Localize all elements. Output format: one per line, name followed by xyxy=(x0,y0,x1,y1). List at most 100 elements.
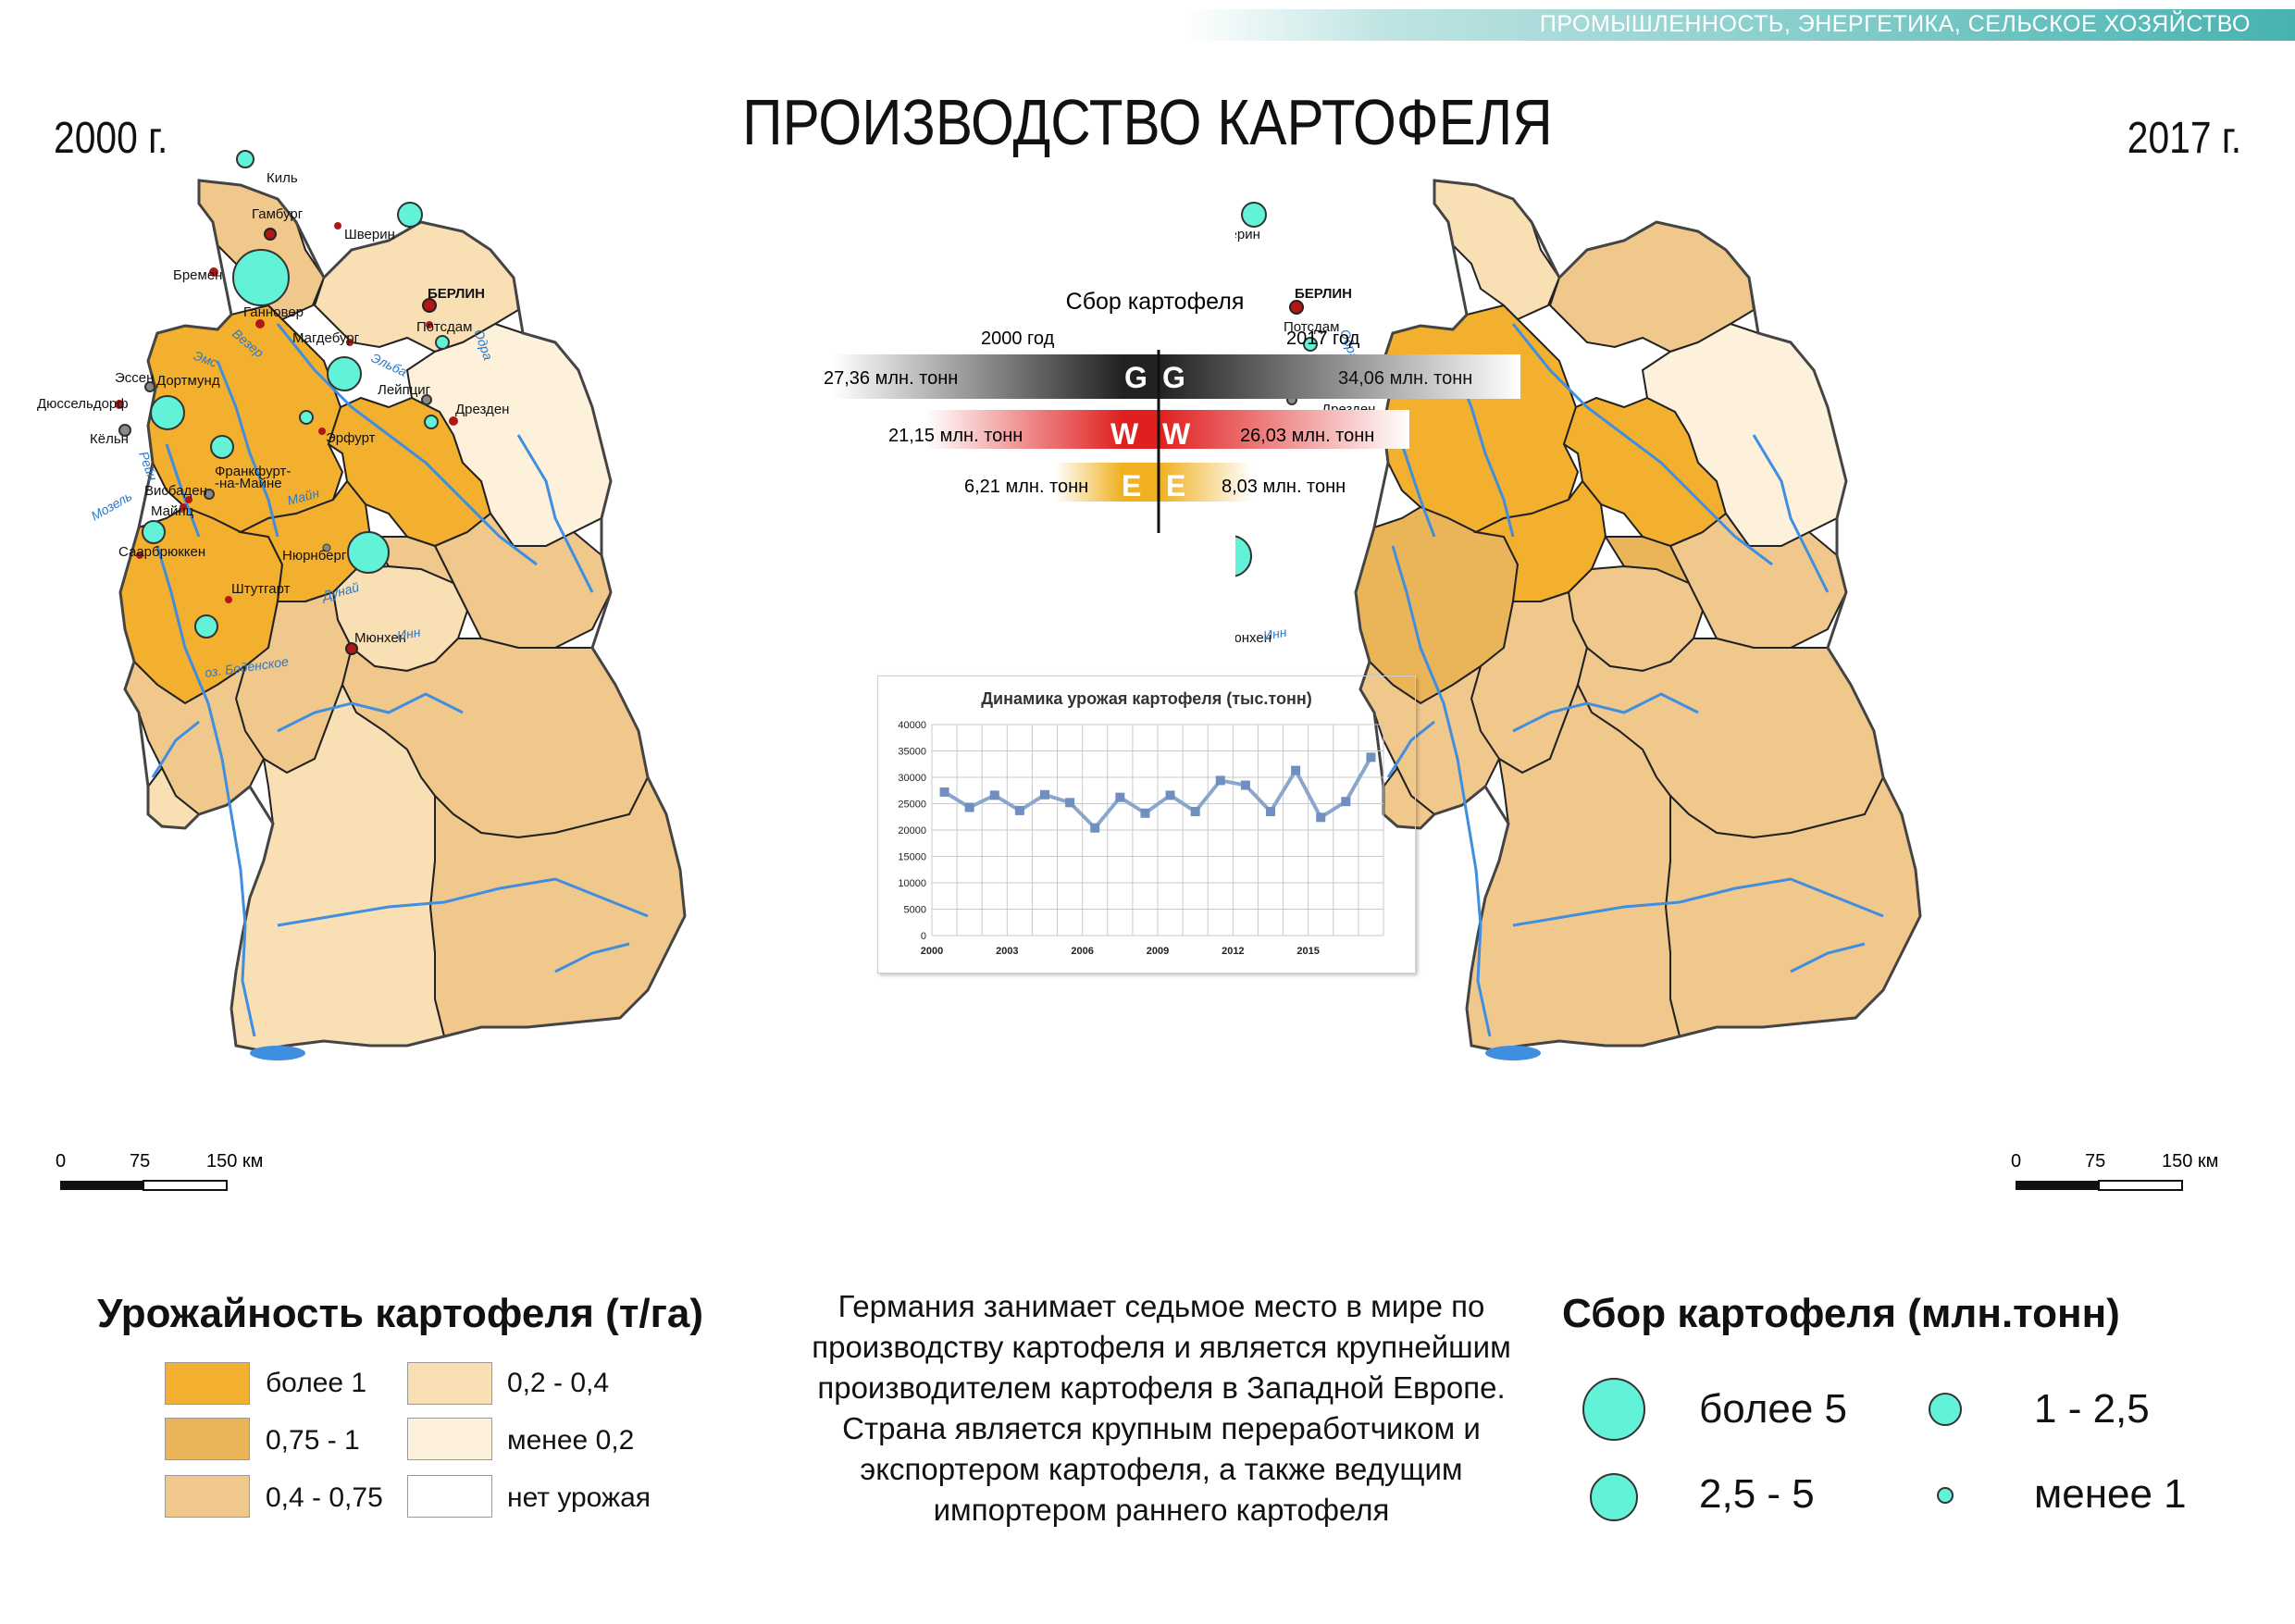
city-label-essen: Эссен xyxy=(115,370,154,386)
legend-label-none: нет урожая xyxy=(507,1482,651,1513)
chart-point xyxy=(1240,780,1250,790)
bubble xyxy=(347,531,390,574)
harvest-w-letter-left: W xyxy=(1110,417,1139,451)
chart-x-tick: 2015 xyxy=(1296,946,1319,957)
city-label-saarbruecken: Саарбрюккен xyxy=(118,544,205,560)
harvest-bubbles-2000 xyxy=(142,150,450,638)
legend-harvest-circles xyxy=(1582,1378,1962,1521)
harvest-year-left: 2000 год xyxy=(981,329,1055,349)
harvest-w-left: 21,15 млн. тонн xyxy=(888,426,1023,446)
bubble xyxy=(142,520,166,544)
river-label-elbe: Эльба xyxy=(369,350,410,379)
chart-x-axis: 2000 2003 2006 2009 2012 2015 xyxy=(921,946,1320,957)
legend-harvest-label-25-5: 2,5 - 5 xyxy=(1699,1471,1815,1517)
harvest-summary: Сбор картофеля 2000 год 2017 год 27,36 м… xyxy=(824,289,1520,533)
chart-point xyxy=(1341,797,1351,807)
chart-point xyxy=(1090,823,1100,833)
city-label-frankfurt-1: Франкфурт- xyxy=(215,464,291,479)
harvest-w-letter-right: W xyxy=(1162,417,1191,451)
legend-swatch-less-02 xyxy=(407,1418,492,1460)
chart-x-tick: 2000 xyxy=(921,946,943,957)
description-text: Германия занимает седьмое место в мире п… xyxy=(812,1289,1511,1527)
city-label-wiesbaden: Висбаден xyxy=(144,483,207,499)
harvest-g-right: 34,06 млн. тонн xyxy=(1338,368,1472,389)
city-label-mainz: Майнц xyxy=(151,503,194,519)
city-label-potsdam-2017: Потсдам xyxy=(1284,319,1339,335)
chart-y-tick: 35000 xyxy=(898,747,926,758)
harvest-e-letter-left: E xyxy=(1122,469,1141,502)
section-header: ПРОМЫШЛЕННОСТЬ, ЭНЕРГЕТИКА, СЕЛЬСКОЕ ХОЗ… xyxy=(1539,11,2251,37)
state-niedersachsen-south xyxy=(1472,479,1607,602)
chart-points xyxy=(939,752,1376,833)
page-title: ПРОИЗВОДСТВО КАРТОФЕЛЯ xyxy=(742,86,1553,158)
state-hessen-east xyxy=(1604,531,1704,585)
legend-circle-1-25 xyxy=(1929,1393,1962,1426)
city-label-bremen: Бремен xyxy=(173,267,222,283)
chart-y-tick: 20000 xyxy=(898,825,926,837)
map-2017: Киль Гамбург Шверин Бремен БЕРЛИН Потсда… xyxy=(1235,179,1922,1060)
chart-point xyxy=(1140,808,1150,818)
city-label-stuttgart: Штутгарт xyxy=(231,581,291,597)
city-label-hamburg: Гамбург xyxy=(252,206,304,222)
bubble xyxy=(236,150,254,168)
legend-label-less-02: менее 0,2 xyxy=(507,1425,635,1456)
legend-circle-less-1 xyxy=(1937,1487,1954,1504)
year-left-label: 2000 г. xyxy=(54,114,168,163)
bubble xyxy=(232,249,290,306)
harvest-year-right: 2017 год xyxy=(1286,329,1360,349)
city-label-dresden: Дрезден xyxy=(455,402,509,417)
legend-swatch-more-1 xyxy=(165,1362,250,1405)
chart-point xyxy=(1040,789,1049,800)
legend-label-more-1: более 1 xyxy=(266,1368,367,1398)
year-right-label: 2017 г. xyxy=(2127,114,2241,163)
map-2000: Киль Гамбург Шверин Бремен БЕРЛИН Потсда… xyxy=(37,150,687,1060)
bubble xyxy=(435,335,450,350)
chart-point xyxy=(1065,798,1075,808)
chart-point xyxy=(1115,792,1125,802)
scale-tick-0: 0 xyxy=(56,1151,66,1172)
scale-tick-75-right: 75 xyxy=(2085,1151,2105,1172)
scale-tick-0-right: 0 xyxy=(2011,1151,2021,1172)
harvest-e-left: 6,21 млн. тонн xyxy=(964,477,1088,497)
legend-yield-title: Урожайность картофеля (т/га) xyxy=(97,1291,704,1336)
chart-y-tick: 0 xyxy=(921,931,926,942)
chart-point xyxy=(964,802,974,812)
city-label-muenchen: Мюнхен xyxy=(354,630,406,646)
chart-point xyxy=(1366,752,1376,762)
chart-y-tick: 15000 xyxy=(898,852,926,863)
chart-point xyxy=(989,790,999,800)
chart-y-axis: 40000 35000 30000 25000 20000 15000 10000 5000 0 xyxy=(898,720,926,942)
bubble xyxy=(424,415,439,429)
scale-bar-right: 0 75 150 км xyxy=(2011,1151,2218,1191)
city-label-dortmund: Дортмунд xyxy=(156,373,220,389)
chart-point xyxy=(1190,807,1200,817)
state-sachsen xyxy=(433,512,613,649)
legend-harvest-label-less-1: менее 1 xyxy=(2034,1471,2187,1517)
legend-label-02-04: 0,2 - 0,4 xyxy=(507,1368,610,1398)
chart-point xyxy=(939,787,949,797)
city-label-hannover: Ганновер xyxy=(243,304,304,320)
river-label-inn-2017: Инн xyxy=(1262,625,1288,643)
city-label-berlin-2017: БЕРЛИН xyxy=(1295,286,1352,302)
city-label-schwerin-2017: Шверин xyxy=(1235,227,1260,242)
harvest-g-letter-right: G xyxy=(1162,361,1185,394)
scale-bar-left: 0 75 150 км xyxy=(56,1151,263,1191)
city-label-koeln: Кёльн xyxy=(90,431,129,447)
city-label-leipzig: Лейпциг xyxy=(378,382,431,398)
chart-grid xyxy=(931,724,1384,936)
city-label-muenchen-2017: Мюнхен xyxy=(1235,630,1272,646)
chart-x-tick: 2012 xyxy=(1222,946,1244,957)
chart-x-tick: 2009 xyxy=(1147,946,1169,957)
chart-y-tick: 40000 xyxy=(898,720,926,731)
harvest-w-right: 26,03 млн. тонн xyxy=(1240,426,1374,446)
chart-x-tick: 2003 xyxy=(996,946,1018,957)
city-label-magdeburg: Магдебург xyxy=(292,330,360,346)
harvest-e-right: 8,03 млн. тонн xyxy=(1222,477,1346,497)
chart-point xyxy=(1266,807,1275,817)
harvest-g-letter-left: G xyxy=(1124,361,1148,394)
city-label-kiel: Киль xyxy=(267,170,298,186)
scale-tick-150: 150 км xyxy=(206,1151,263,1172)
bubble xyxy=(150,395,185,430)
legend-swatch-04-075 xyxy=(165,1475,250,1518)
bubble xyxy=(397,202,423,228)
